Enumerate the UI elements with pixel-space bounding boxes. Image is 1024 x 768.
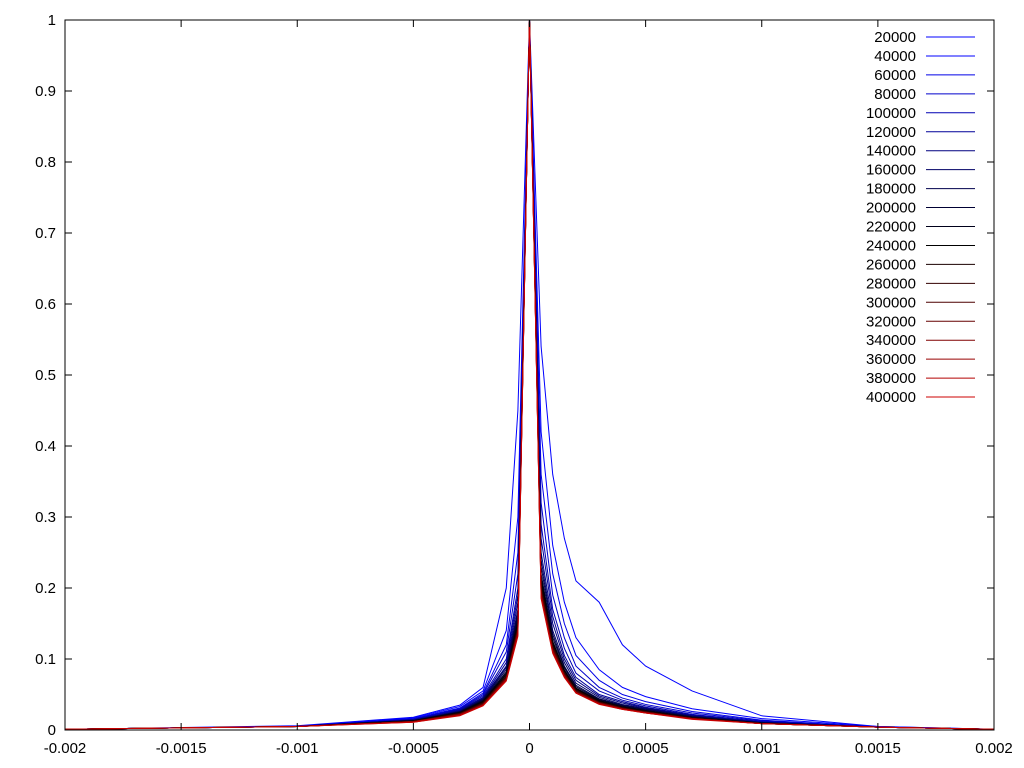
tick-layer: -0.002 -0.0015 -0.001 -0.0005 0 0.0005 0.001 0.… [35,12,1013,757]
y-tick-label: 0.6 [35,296,56,313]
legend-label: 160000 [866,162,916,179]
series-line-20000 [64,19,995,730]
y-tick-label: 0.7 [35,225,56,242]
legend-label: 180000 [866,181,916,198]
legend-label: 20000 [874,29,916,46]
series-line-60000 [64,19,995,730]
legend-label: 360000 [866,351,916,368]
legend-label: 140000 [866,143,916,160]
legend-label: 280000 [866,275,916,292]
legend: 20000 40000 60000 80000 100000 120000 140000 16… [866,29,975,406]
series-layer [64,19,995,730]
x-tick-label: 0.001 [743,740,781,757]
y-tick-label: 0.1 [35,651,56,668]
series-line-100000 [64,19,995,730]
y-tick-label: 0.3 [35,509,56,526]
series-line-180000 [64,19,995,730]
y-tick-label: 0.5 [35,367,56,384]
legend-label: 380000 [866,370,916,387]
series-line-140000 [64,19,995,730]
series-line-80000 [64,19,995,730]
y-tick-label: 0.2 [35,580,56,597]
series-line-40000 [64,19,995,730]
y-tick-label: 1 [48,12,56,29]
legend-label: 120000 [866,124,916,141]
y-tick-label: 0.4 [35,438,56,455]
y-tick-label: 0 [48,722,56,739]
x-tick-label: 0.0005 [623,740,669,757]
legend-label: 60000 [874,67,916,84]
legend-label: 300000 [866,294,916,311]
legend-label: 220000 [866,219,916,236]
x-tick-label: 0.002 [975,740,1013,757]
y-tick-label: 0.8 [35,154,56,171]
x-tick-label: -0.0005 [388,740,439,757]
legend-label: 400000 [866,389,916,406]
series-line-120000 [64,19,995,730]
x-tick-label: 0 [525,740,533,757]
legend-label: 320000 [866,313,916,330]
legend-label: 80000 [874,86,916,103]
legend-label: 40000 [874,48,916,65]
legend-label: 260000 [866,256,916,273]
y-tick-label: 0.9 [35,83,56,100]
x-tick-label: -0.0015 [156,740,207,757]
legend-label: 240000 [866,237,916,254]
x-tick-label: -0.001 [276,740,319,757]
legend-label: 340000 [866,332,916,349]
x-tick-label: -0.002 [44,740,87,757]
x-tick-label: 0.0015 [855,740,901,757]
series-line-400000 [64,19,995,730]
legend-label: 100000 [866,105,916,122]
legend-label: 200000 [866,200,916,217]
